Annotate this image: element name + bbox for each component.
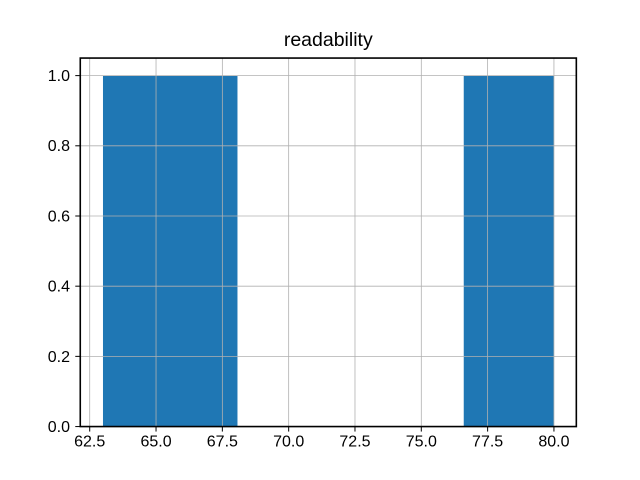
svg-text:65.0: 65.0 (140, 434, 171, 451)
svg-text:0.8: 0.8 (48, 138, 70, 155)
svg-text:67.5: 67.5 (207, 434, 238, 451)
svg-text:0.0: 0.0 (48, 419, 70, 436)
svg-text:62.5: 62.5 (74, 434, 105, 451)
svg-text:0.4: 0.4 (48, 279, 70, 296)
svg-text:77.5: 77.5 (472, 434, 503, 451)
svg-text:75.0: 75.0 (406, 434, 437, 451)
svg-text:1.0: 1.0 (48, 68, 70, 85)
svg-text:80.0: 80.0 (538, 434, 569, 451)
svg-text:72.5: 72.5 (339, 434, 370, 451)
svg-text:0.2: 0.2 (48, 349, 70, 366)
svg-text:readability: readability (284, 29, 373, 51)
svg-text:70.0: 70.0 (273, 434, 304, 451)
svg-text:0.6: 0.6 (48, 208, 70, 225)
